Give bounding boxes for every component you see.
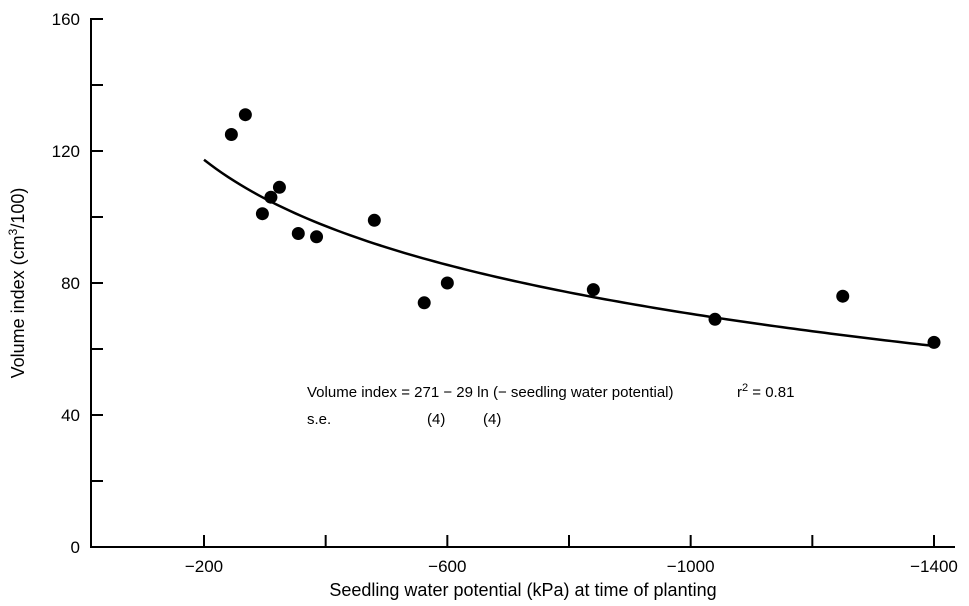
data-point [310,230,324,244]
data-point [708,312,722,326]
data-point [291,227,305,240]
r2-tail: = 0.81 [748,384,794,401]
r2-sup: 2 [742,382,748,394]
y-axis-title-sup: 3 [6,228,20,235]
se-label: s.e. [307,411,331,428]
se-a: (4) [427,411,445,428]
y-axis-title: Volume index (cm3/100) [6,188,28,379]
y-tick-label: 0 [71,538,80,557]
data-point [586,283,600,297]
tick-marks [91,18,935,548]
x-tick-label: −1000 [667,557,715,576]
x-tick-label: −1400 [910,557,958,576]
y-axis-title-tail: /100) [8,188,28,229]
data-point [238,108,252,122]
fit-curve [203,158,935,348]
equation-annotation: Volume index = 271 − 29 ln (− seedling w… [307,384,674,401]
data-point [927,335,941,349]
x-tick-label: −200 [185,557,223,576]
y-axis-title-main: Volume index (cm [8,235,28,378]
r-squared-annotation: r2 = 0.81 [737,382,794,401]
data-point [264,190,278,204]
r2-main: r [737,384,742,401]
se-b: (4) [483,411,501,428]
data-point [417,296,431,310]
data-point [367,213,381,227]
x-axis-title: Seedling water potential (kPa) at time o… [329,580,716,600]
y-tick-label: 40 [61,406,80,425]
data-point [440,276,454,290]
data-point [224,128,238,141]
y-tick-label: 80 [61,274,80,293]
x-tick-label: −600 [428,557,466,576]
data-point [255,207,269,221]
y-tick-label: 120 [52,142,80,161]
tick-labels: −200 −600 −1000 −1400 0 40 80 120 160 [52,10,958,576]
data-points [224,108,941,349]
y-tick-label: 160 [52,10,80,29]
data-point [272,180,286,194]
data-point [836,289,850,303]
